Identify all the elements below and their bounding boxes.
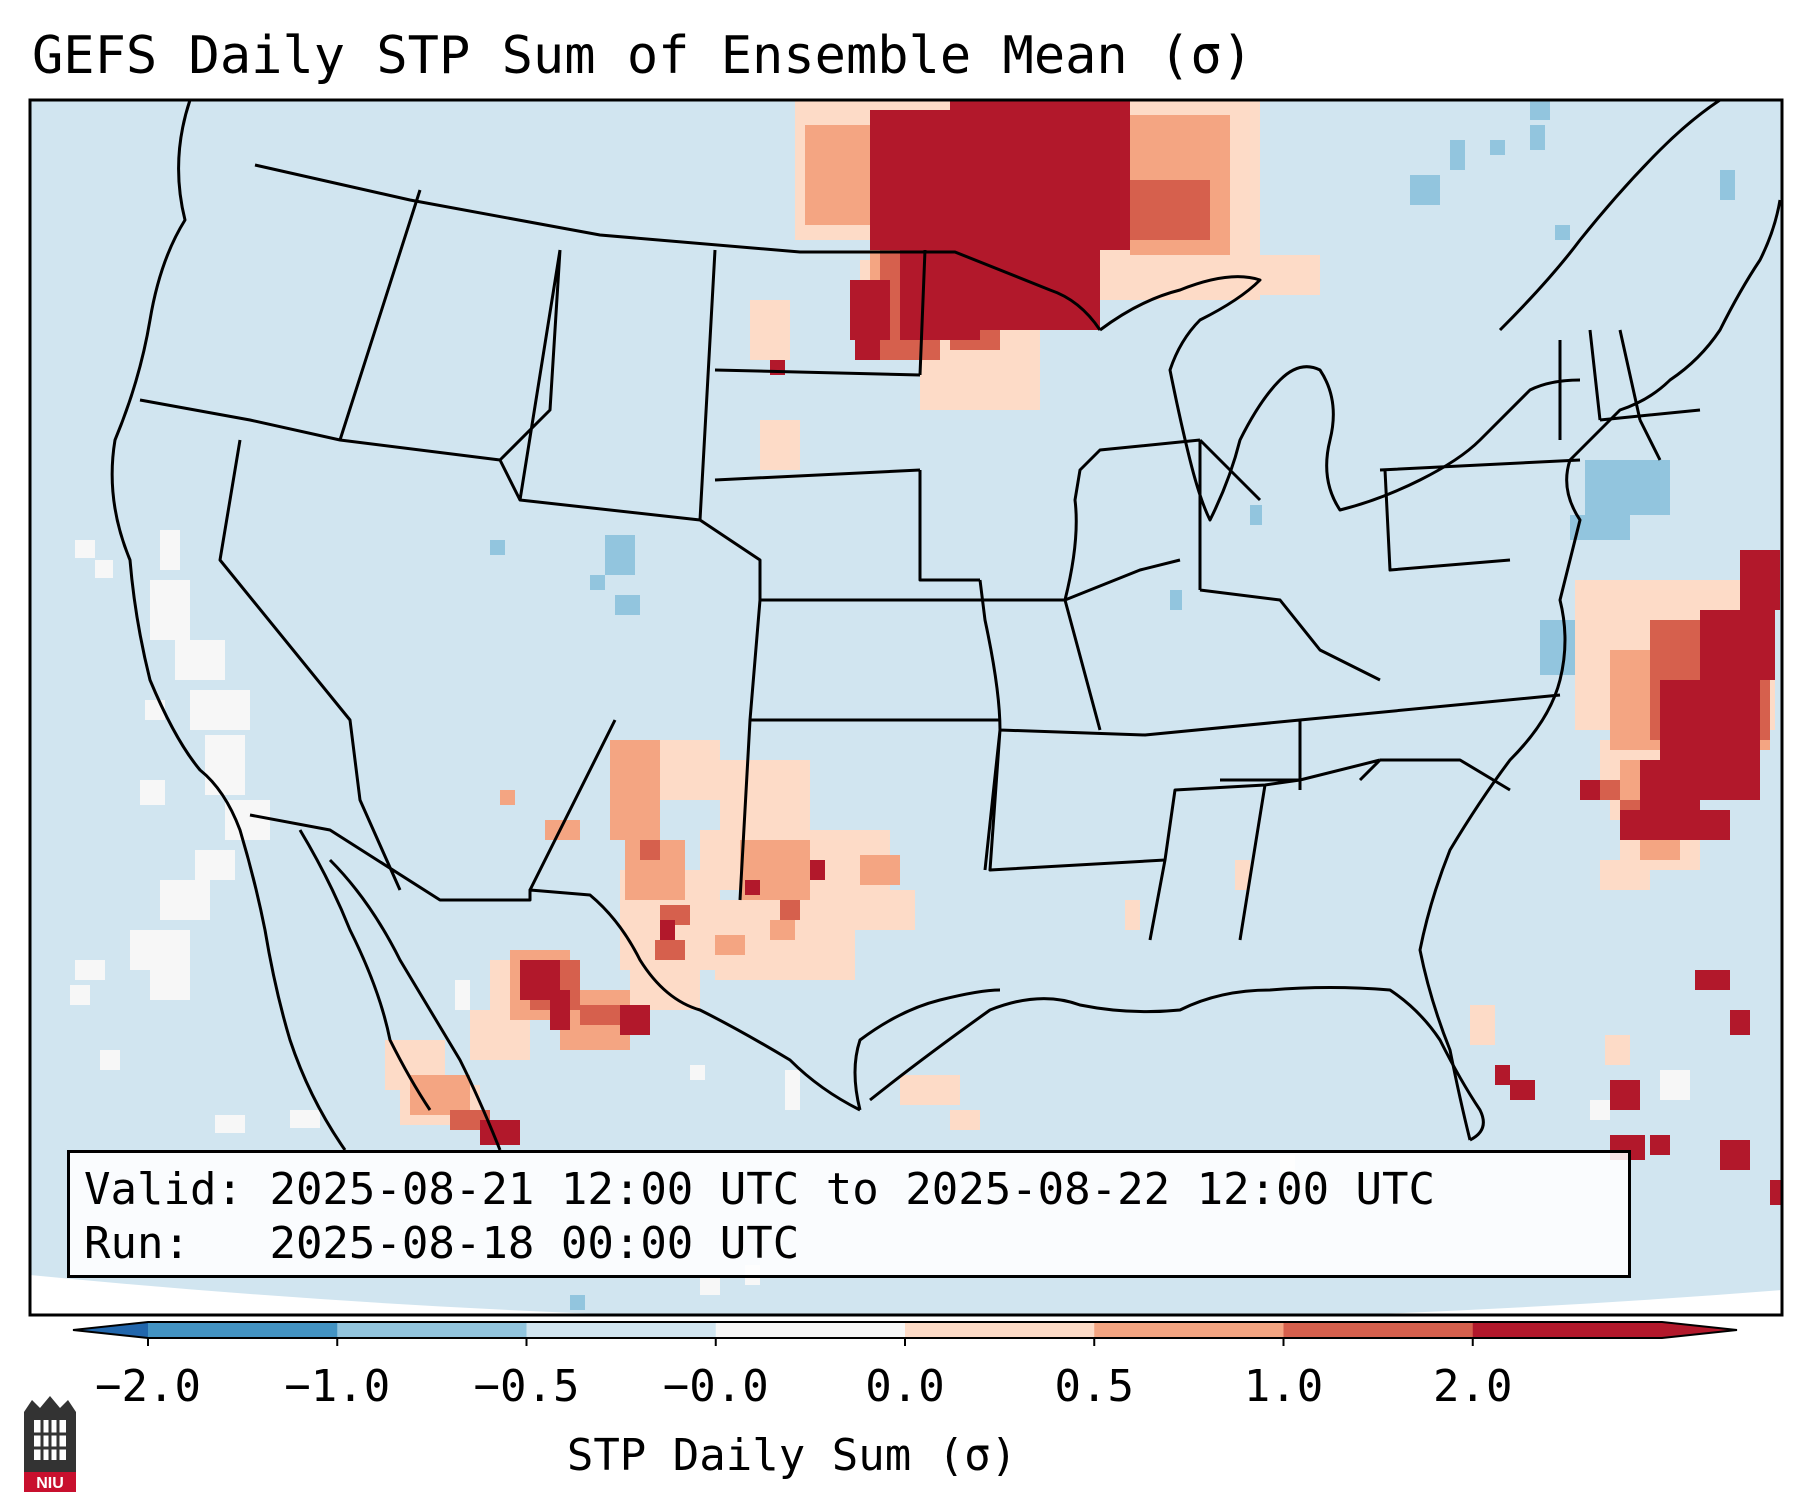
colorbar-tick-label: −2.0 (95, 1361, 201, 1412)
field-positive-max (480, 100, 1782, 1205)
field-negative (490, 100, 1735, 1310)
coastline-gulf (869, 986, 1485, 1142)
valid-label: Valid: (84, 1164, 243, 1215)
coastline-baja (298, 829, 432, 1111)
chart-title: GEFS Daily STP Sum of Ensemble Mean (σ) (32, 26, 1253, 86)
projection-edge (30, 1275, 1782, 1315)
run-value: 2025-08-18 00:00 UTC (269, 1218, 800, 1269)
colorbar-tick-label: 1.0 (1243, 1361, 1324, 1412)
valid-value: 2025-08-21 12:00 UTC to 2025-08-22 12:00… (269, 1164, 1436, 1215)
info-box: Valid: 2025-08-21 12:00 UTC to 2025-08-2… (67, 1150, 1631, 1278)
colorbar-tick-label: 2.0 (1433, 1361, 1513, 1412)
colorbar-tick-label: 0.0 (865, 1361, 945, 1412)
coastline-mexico-east (328, 858, 502, 1151)
state-lines (139, 189, 1581, 941)
colorbar-tick-label: −0.5 (473, 1361, 580, 1412)
map-panel (28, 98, 1784, 1317)
coastline-gulf-stlawrence (1498, 100, 1721, 332)
coastline-texas (853, 988, 1001, 1111)
colorbar-tick-label: 0.5 (1054, 1361, 1134, 1412)
run-label: Run: (84, 1218, 190, 1269)
northeast-state-lines (1558, 329, 1701, 461)
colorbar-tick-label: −1.0 (284, 1361, 391, 1412)
coastline-east (1418, 199, 1782, 1141)
niu-logo: NIU (24, 1396, 76, 1492)
niu-logo-text: NIU (36, 1475, 64, 1492)
colorbar-label: STP Daily Sum (σ) (566, 1430, 1018, 1481)
colorbar-tick-label: −0.0 (662, 1361, 769, 1412)
field-near-zero-pacific (70, 530, 1690, 1295)
map-outlines (110, 100, 1782, 1151)
coastline-west (110, 100, 347, 1151)
map-frame (28, 98, 1784, 1317)
border-mexico (249, 813, 861, 1112)
border-canada (254, 163, 1102, 331)
